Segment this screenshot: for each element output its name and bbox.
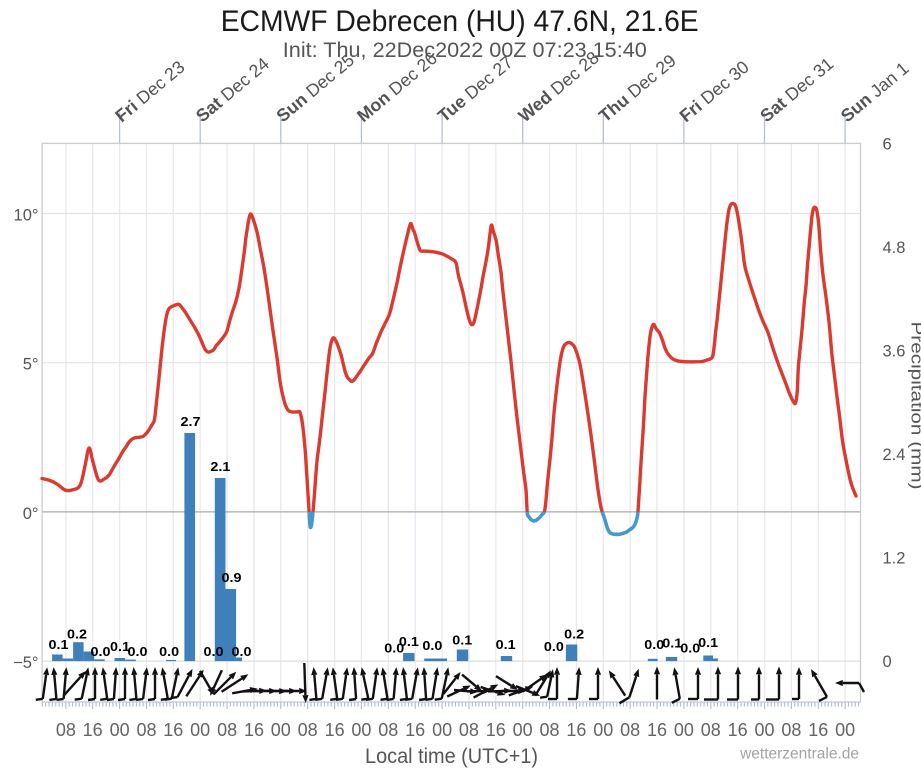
svg-text:08: 08 bbox=[781, 720, 801, 740]
svg-text:0.0: 0.0 bbox=[544, 640, 564, 654]
svg-text:0.2: 0.2 bbox=[67, 628, 87, 642]
svg-text:0.0: 0.0 bbox=[422, 639, 442, 653]
svg-text:0: 0 bbox=[883, 653, 892, 671]
svg-text:0.1: 0.1 bbox=[49, 638, 69, 652]
svg-text:16: 16 bbox=[405, 720, 425, 740]
svg-text:16: 16 bbox=[486, 720, 506, 740]
svg-text:16: 16 bbox=[244, 720, 264, 740]
svg-text:16: 16 bbox=[808, 720, 828, 740]
svg-text:0.0: 0.0 bbox=[91, 645, 111, 659]
svg-text:08: 08 bbox=[539, 720, 559, 740]
svg-text:10°: 10° bbox=[14, 207, 39, 225]
svg-text:08: 08 bbox=[620, 720, 640, 740]
svg-text:08: 08 bbox=[56, 720, 76, 740]
svg-text:3.6: 3.6 bbox=[883, 342, 906, 360]
svg-text:00: 00 bbox=[351, 720, 371, 740]
svg-text:16: 16 bbox=[325, 720, 345, 740]
svg-text:Init: Thu, 22Dec2022 00Z 07:23: Init: Thu, 22Dec2022 00Z 07:23 15:40 bbox=[283, 38, 647, 62]
svg-text:08: 08 bbox=[217, 720, 237, 740]
svg-text:0.1: 0.1 bbox=[496, 638, 516, 652]
svg-text:08: 08 bbox=[701, 720, 721, 740]
svg-text:1.2: 1.2 bbox=[883, 549, 906, 567]
svg-text:16: 16 bbox=[163, 720, 183, 740]
svg-text:6: 6 bbox=[883, 135, 892, 153]
svg-text:16: 16 bbox=[728, 720, 748, 740]
svg-text:16: 16 bbox=[83, 720, 103, 740]
svg-text:16: 16 bbox=[647, 720, 667, 740]
svg-text:00: 00 bbox=[432, 720, 452, 740]
svg-text:0°: 0° bbox=[23, 505, 39, 523]
svg-text:00: 00 bbox=[190, 720, 210, 740]
svg-text:2.4: 2.4 bbox=[883, 446, 906, 464]
svg-text:00: 00 bbox=[754, 720, 774, 740]
svg-text:00: 00 bbox=[513, 720, 533, 740]
svg-text:08: 08 bbox=[136, 720, 156, 740]
svg-text:0.0: 0.0 bbox=[232, 645, 252, 659]
svg-text:0.0: 0.0 bbox=[159, 645, 179, 659]
svg-text:Local time (UTC+1): Local time (UTC+1) bbox=[365, 745, 538, 768]
svg-text:16: 16 bbox=[566, 720, 586, 740]
svg-text:0.0: 0.0 bbox=[204, 645, 224, 659]
svg-text:2.7: 2.7 bbox=[181, 415, 201, 429]
svg-text:0.9: 0.9 bbox=[222, 571, 242, 585]
svg-text:00: 00 bbox=[674, 720, 694, 740]
svg-text:08: 08 bbox=[298, 720, 318, 740]
svg-text:wetterzentrale.de: wetterzentrale.de bbox=[739, 746, 859, 763]
svg-text:0.1: 0.1 bbox=[452, 633, 472, 647]
svg-text:Precipitation (mm): Precipitation (mm) bbox=[908, 322, 921, 490]
svg-text:2.1: 2.1 bbox=[210, 460, 230, 474]
svg-text:ECMWF Debrecen (HU) 47.6N, 21.: ECMWF Debrecen (HU) 47.6N, 21.6E bbox=[221, 5, 699, 38]
svg-text:00: 00 bbox=[835, 720, 855, 740]
svg-text:00: 00 bbox=[593, 720, 613, 740]
svg-text:0.0: 0.0 bbox=[128, 645, 148, 659]
svg-text:0.2: 0.2 bbox=[564, 627, 584, 641]
svg-text:00: 00 bbox=[110, 720, 130, 740]
svg-text:−5°: −5° bbox=[13, 654, 38, 672]
svg-text:08: 08 bbox=[378, 720, 398, 740]
svg-text:5°: 5° bbox=[23, 356, 39, 374]
svg-text:0.1: 0.1 bbox=[698, 636, 718, 650]
svg-text:08: 08 bbox=[459, 720, 479, 740]
svg-text:0.1: 0.1 bbox=[399, 635, 419, 649]
svg-text:00: 00 bbox=[271, 720, 291, 740]
svg-text:4.8: 4.8 bbox=[883, 239, 906, 257]
